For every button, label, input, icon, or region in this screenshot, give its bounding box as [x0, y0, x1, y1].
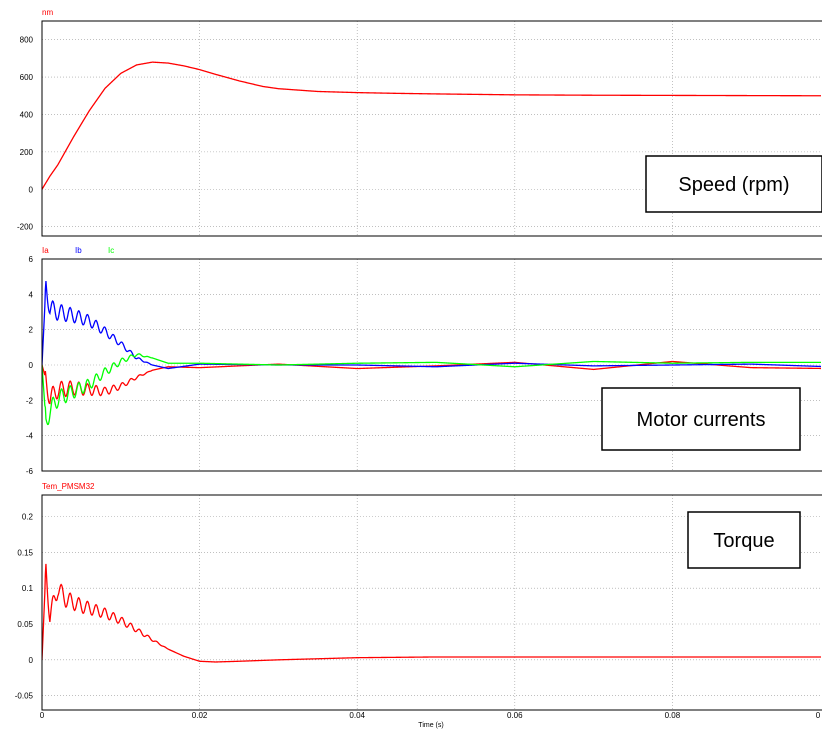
y-tick-label: -6: [26, 467, 34, 476]
speed-panel: -200 0 200 400 600 800 nm Speed (rpm): [17, 8, 822, 237]
x-axis-ticks: 0 0.02 0.04 0.06 0.08 0: [40, 711, 821, 720]
plot-frame: [41, 20, 822, 237]
series-label-tem-pmsm32: Tem_PMSM32: [42, 482, 95, 491]
y-tick-label: 0: [29, 361, 34, 370]
y-tick-label: 600: [20, 73, 34, 82]
series-lines: [42, 281, 821, 426]
y-tick-label: 0: [29, 185, 34, 194]
annotation-motor-currents: Motor currents: [637, 409, 766, 431]
annotation-box: [645, 155, 822, 213]
annotation-box: [687, 511, 801, 569]
y-tick-label: 0.2: [22, 513, 34, 522]
y-tick-label: 0.05: [17, 620, 33, 629]
x-tick-label: 0.02: [192, 711, 208, 720]
y-tick-label: -0.05: [15, 692, 34, 701]
series-label-nm: nm: [42, 8, 53, 17]
annotation-speed-rpm: Speed (rpm): [678, 174, 789, 196]
y-tick-label: 400: [20, 110, 34, 119]
series-line-nm: [42, 61, 821, 190]
series-label-ic: Ic: [108, 246, 114, 255]
series-label-ia: Ia: [42, 246, 49, 255]
x-tick-label: 0.08: [665, 711, 681, 720]
currents-panel: -6 -4 -2 0 2 4 6 Ia Ib Ic Motor currents: [26, 246, 822, 476]
y-tick-label: 2: [29, 326, 34, 335]
x-tick-label: 0: [816, 711, 821, 720]
y-tick-label: -200: [17, 223, 34, 232]
series-lines: [42, 61, 821, 190]
annotation-torque: Torque: [713, 530, 774, 552]
series-label-ib: Ib: [75, 246, 82, 255]
plot-frame: [41, 494, 822, 711]
annotation-box: [601, 387, 801, 451]
y-tick-label: -2: [26, 396, 34, 405]
y-tick-label: 6: [29, 255, 34, 264]
y-tick-label: 0: [29, 656, 34, 665]
x-tick-label: 0.06: [507, 711, 523, 720]
series-lines: [42, 563, 821, 663]
x-tick-label: 0.04: [349, 711, 365, 720]
series-line-tem-pmsm32: [42, 563, 821, 663]
y-tick-label: 0.15: [17, 548, 33, 557]
series-line-ib: [42, 281, 821, 370]
plot-frame: [41, 258, 822, 472]
x-tick-label: 0: [40, 711, 45, 720]
y-tick-label: 200: [20, 148, 34, 157]
y-tick-label: 0.1: [22, 584, 34, 593]
series-line-ic: [42, 353, 821, 426]
y-tick-label: 4: [29, 290, 34, 299]
x-axis-label: Time (s): [418, 722, 443, 729]
y-tick-label: 800: [20, 36, 34, 45]
y-tick-label: -4: [26, 432, 34, 441]
torque-panel: -0.05 0 0.05 0.1 0.15 0.2 Tem_PMSM32 Torque: [15, 482, 822, 711]
